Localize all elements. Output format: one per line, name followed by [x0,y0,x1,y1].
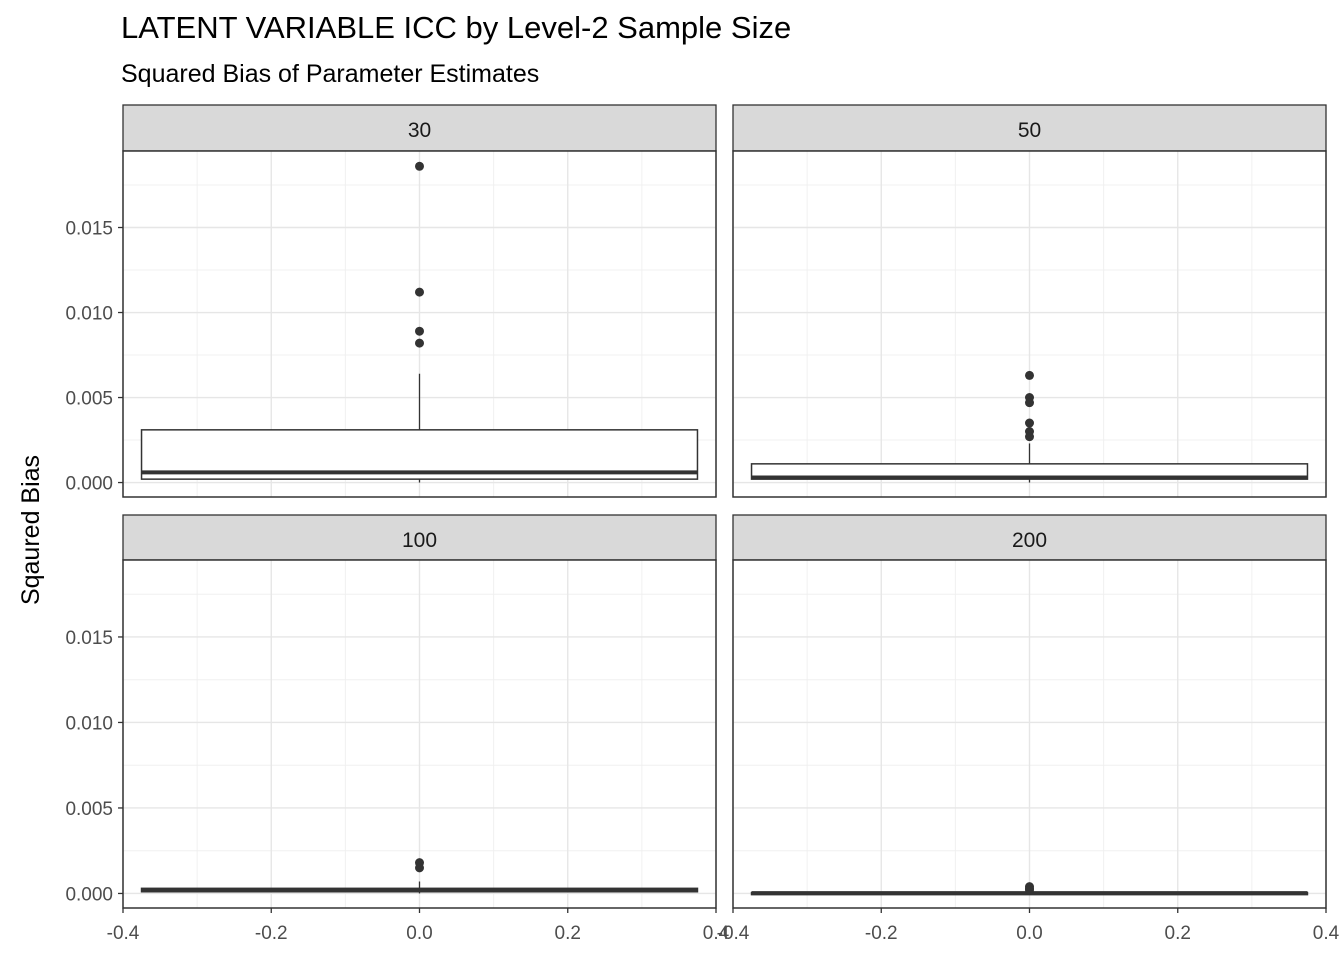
facet-strip [732,104,1327,152]
y-axis-label: Sqaured Bias [17,455,45,605]
facet-strip [122,514,717,561]
outlier-point [415,326,424,336]
facet-panel-100: 100 0.000 0.005 0.010 0.015 -0.4 -0.2 0.0 0.2 0.4 [65,514,730,944]
x-tick-label: 0.0 [406,923,432,944]
x-tick-label: -0.4 [717,923,750,944]
y-tick-label: 0.000 [65,474,113,495]
panel-border [732,150,1327,498]
outlier-point [1025,432,1034,442]
x-tick-label: 0.2 [555,923,581,944]
outlier-point [1025,398,1034,408]
y-tick-label: 0.010 [65,713,113,734]
outlier-point [415,161,424,171]
y-tick-label: 0.000 [65,884,113,905]
x-tick-label: -0.4 [107,923,140,944]
y-tick-label: 0.010 [65,304,113,325]
x-tick-label: 0.0 [1016,923,1042,944]
y-tick-label: 0.015 [65,628,113,649]
x-tick-label: 0.4 [703,923,730,944]
chart-title: LATENT VARIABLE ICC by Level-2 Sample Si… [121,10,792,45]
y-tick-label: 0.005 [65,389,113,410]
facet-panel-200: 200 -0.4 -0.2 0.0 0.2 0.4 [717,514,1340,944]
panel-border [122,150,717,498]
chart-subtitle: Squared Bias of Parameter Estimates [121,60,540,88]
outlier-point [415,863,424,873]
facet-strip-label: 100 [402,529,437,552]
facet-panel-30: 30 0.000 0.005 0.010 0.015 [65,104,717,498]
facet-strip-label: 50 [1018,119,1041,142]
outlier-point [1025,370,1034,380]
facet-strip-label: 200 [1012,529,1047,552]
outlier-point [1025,418,1034,428]
x-tick-label: 0.2 [1165,923,1191,944]
facet-panel-50: 50 [732,104,1327,498]
outlier-point [415,338,424,348]
y-tick-label: 0.005 [65,799,113,820]
facet-strip [732,514,1327,561]
x-tick-label: -0.2 [255,923,288,944]
outlier-point [1025,885,1034,895]
x-tick-label: -0.2 [865,923,898,944]
outlier-point [415,287,424,297]
x-tick-label: 0.4 [1313,923,1340,944]
facet-strip-label: 30 [408,119,431,142]
y-tick-label: 0.015 [65,219,113,240]
